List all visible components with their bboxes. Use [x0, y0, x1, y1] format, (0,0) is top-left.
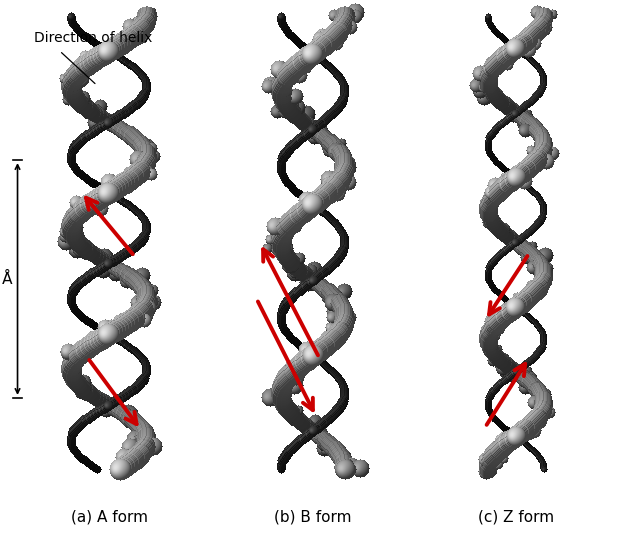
Text: Direction of helix: Direction of helix: [34, 32, 153, 45]
Text: (c) Z form: (c) Z form: [478, 510, 555, 525]
Text: 28 Å: 28 Å: [0, 271, 13, 287]
Text: (a) A form: (a) A form: [71, 510, 148, 525]
Text: (b) B form: (b) B form: [274, 510, 352, 525]
